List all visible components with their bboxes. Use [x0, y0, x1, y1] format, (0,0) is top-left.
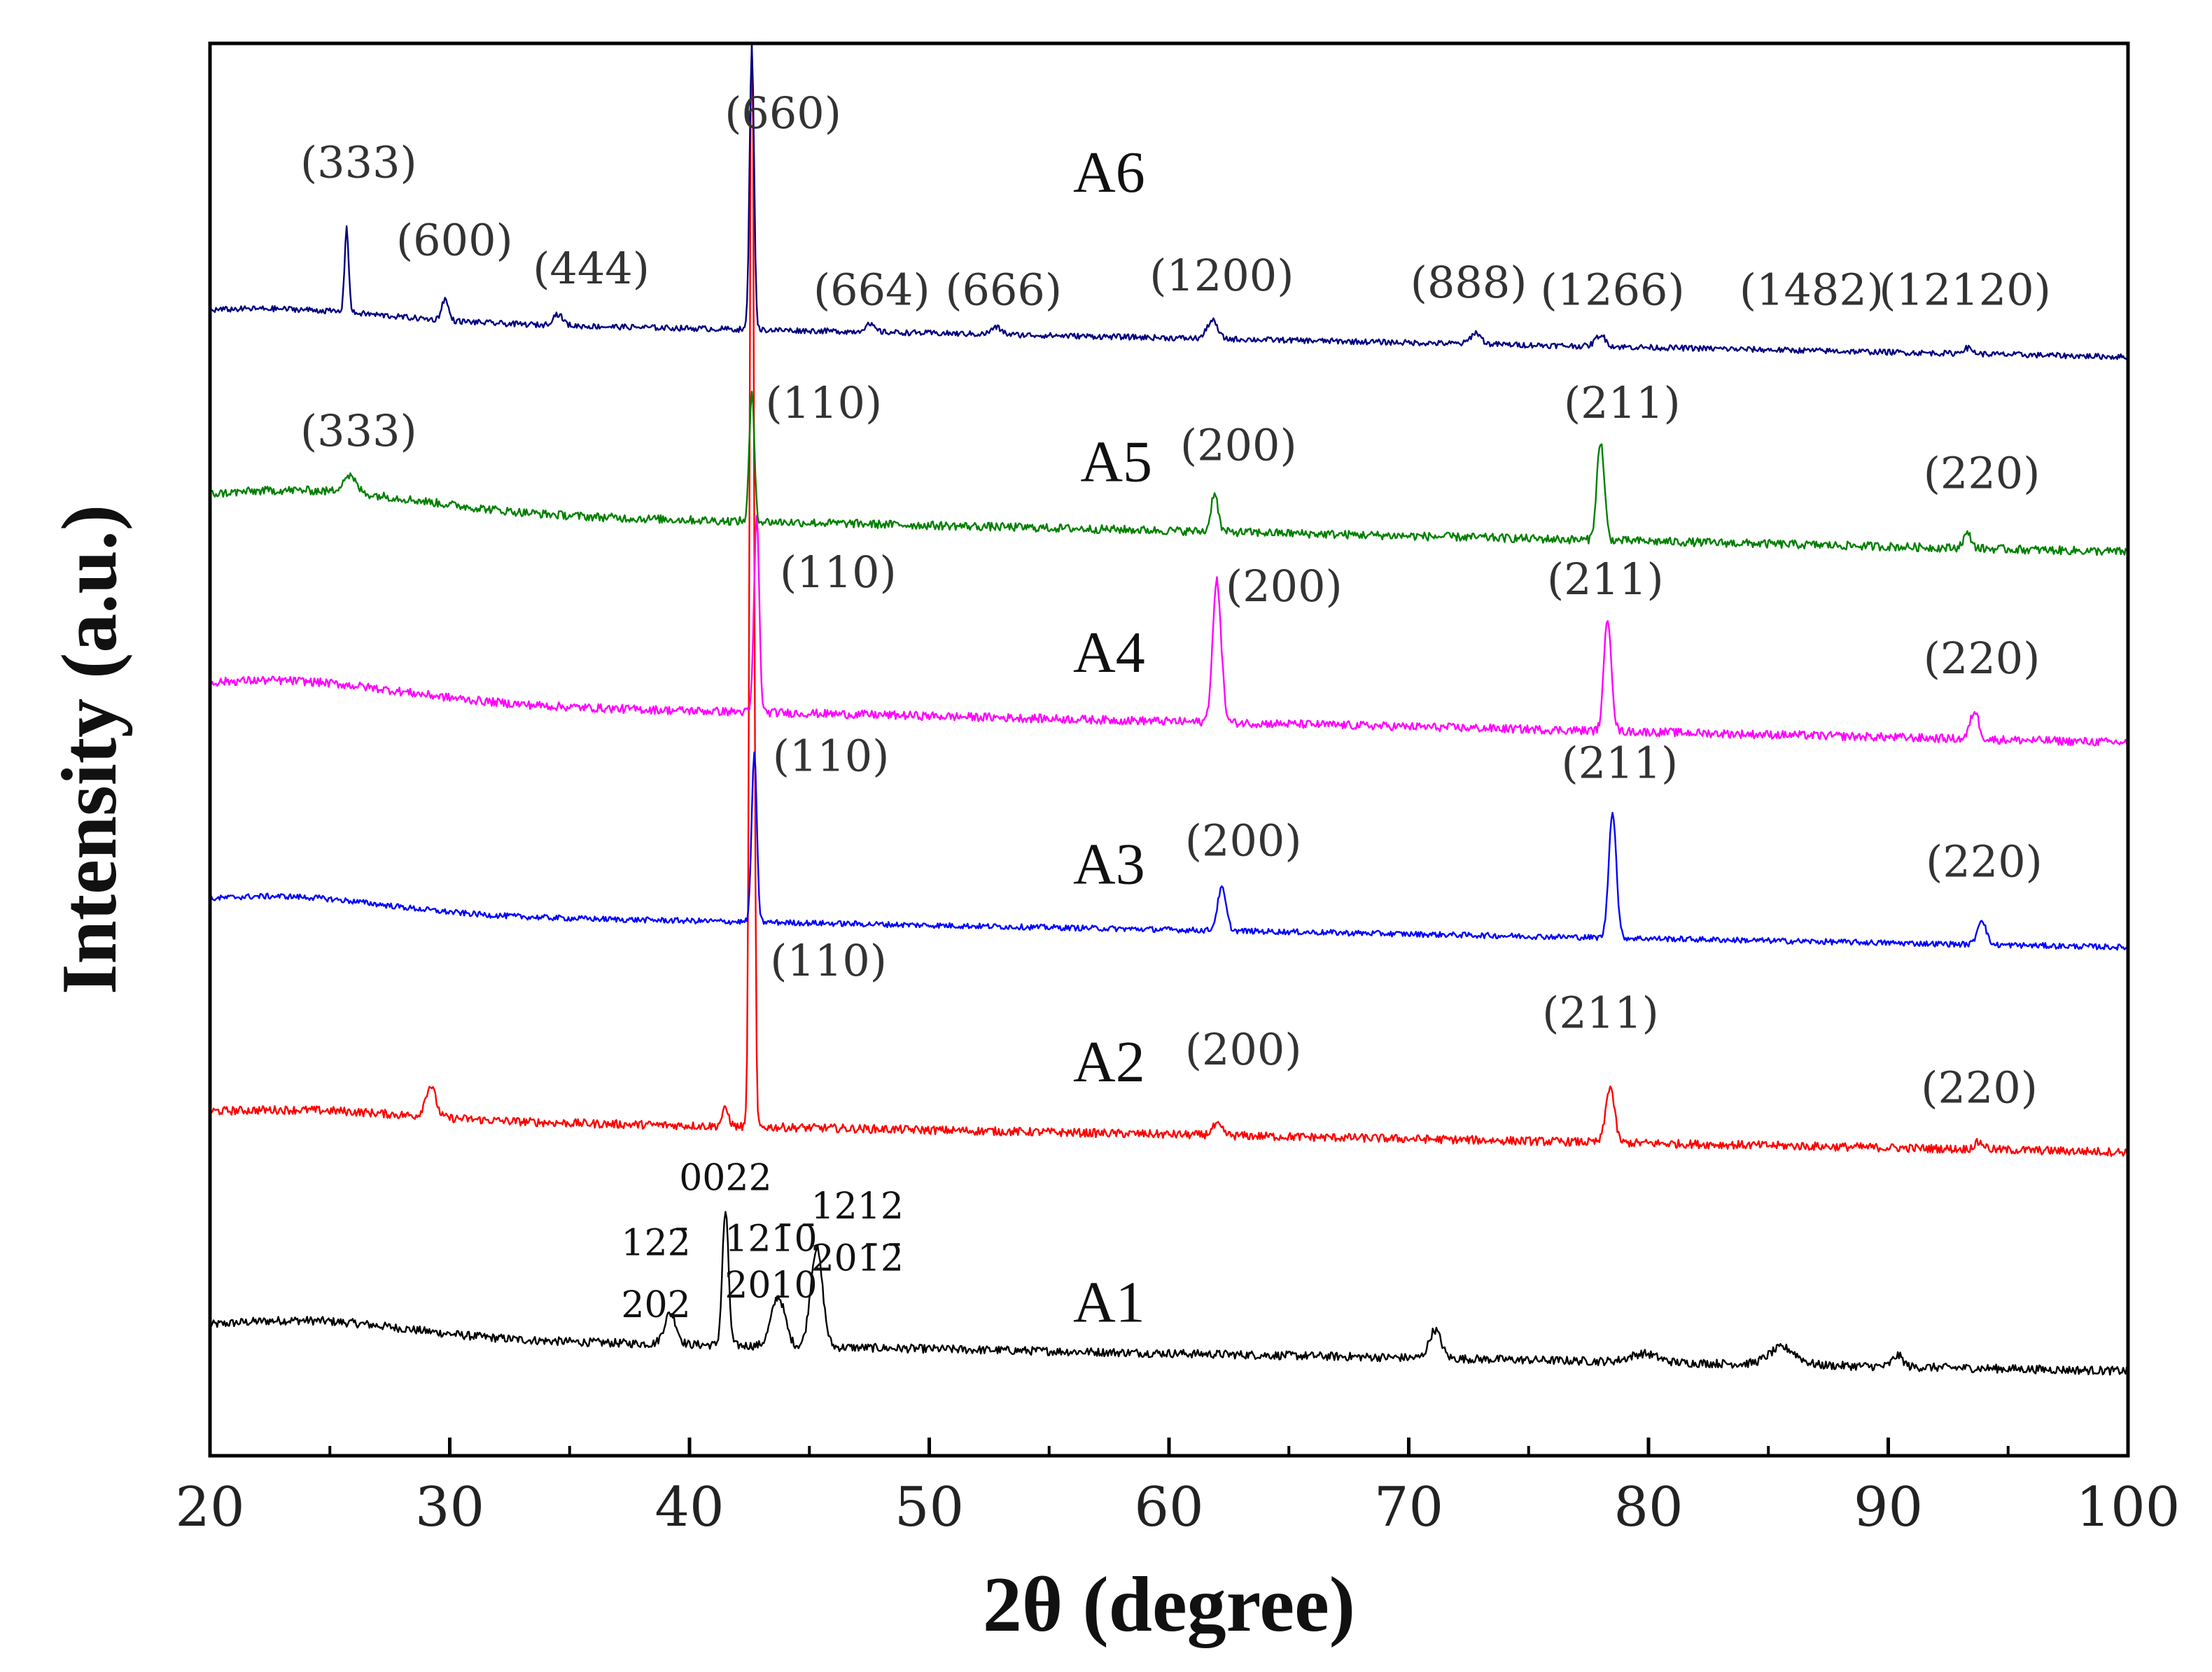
peak-label: (1200)	[1149, 250, 1294, 301]
x-tick-label: 90	[1854, 1476, 1923, 1539]
peak-label: (600)	[396, 215, 513, 266]
peak-label: (110)	[780, 547, 897, 598]
series-line-a1	[209, 1211, 2129, 1376]
series-label-a4: A4	[1073, 620, 1145, 685]
series-label-a6: A6	[1073, 140, 1145, 205]
peak-label: (220)	[1921, 1062, 2038, 1114]
peak-label: (110)	[765, 377, 882, 428]
x-tick-label: 40	[654, 1476, 724, 1539]
series-label-a2: A2	[1073, 1030, 1145, 1095]
peak-label: (666)	[945, 264, 1062, 315]
peak-label: (333)	[300, 405, 417, 456]
series-line-a6	[209, 43, 2129, 360]
peak-label: (211)	[1564, 377, 1681, 428]
peak-label: (200)	[1226, 561, 1343, 612]
x-tick-label: 60	[1134, 1476, 1203, 1539]
peak-label: (211)	[1562, 737, 1679, 788]
peak-label: (200)	[1185, 1024, 1302, 1075]
x-axis-title: 2θ (degree)	[983, 1561, 1355, 1648]
peak-label: (444)	[533, 243, 650, 294]
x-axis: 20 30 40 50 60 70 80 90 100	[175, 1438, 2180, 1539]
x-tick-label: 50	[895, 1476, 964, 1539]
series-line-a5	[209, 391, 2129, 556]
series-line-a4	[209, 514, 2129, 747]
peak-annotations: A1 0022 122̄ 202 121̄0̄ 2010 1212 201̄2̄ A2 (110)…	[300, 87, 2051, 1335]
peak-label: 1212	[811, 1186, 904, 1228]
peak-label: (664)	[813, 264, 930, 315]
peak-label: 2010	[724, 1265, 817, 1307]
peak-label: 122̄	[621, 1222, 690, 1264]
x-tick-label: 70	[1374, 1476, 1443, 1539]
peak-label: (211)	[1547, 554, 1664, 605]
series-line-a2	[209, 42, 2129, 1157]
y-axis-title: Intensity (a.u.)	[46, 505, 133, 995]
peak-label: (12120)	[1879, 264, 2051, 315]
peak-label: (200)	[1180, 419, 1297, 470]
peak-label: 0022	[679, 1158, 771, 1200]
series-label-a5: A5	[1080, 430, 1152, 495]
peak-label: (211)	[1542, 988, 1659, 1039]
x-tick-label: 100	[2076, 1476, 2180, 1539]
series-line-a3	[209, 751, 2129, 951]
peak-label: (200)	[1185, 815, 1302, 866]
peak-label: 201̄2̄	[811, 1238, 904, 1280]
peak-label: 121̄0̄	[724, 1218, 817, 1260]
peak-label: (660)	[724, 87, 841, 139]
peak-label: (220)	[1924, 448, 2040, 499]
series-label-a1: A1	[1073, 1270, 1145, 1335]
x-tick-label: 80	[1614, 1476, 1683, 1539]
peak-label: 202	[621, 1284, 690, 1326]
peak-label: (220)	[1924, 633, 2040, 684]
x-tick-label: 30	[415, 1476, 484, 1539]
series-label-a3: A3	[1073, 832, 1145, 897]
peak-label: (220)	[1926, 836, 2043, 887]
peak-label: (333)	[300, 137, 417, 188]
peak-label: (110)	[770, 935, 887, 986]
peak-label: (888)	[1410, 257, 1527, 308]
peak-label: (1266)	[1541, 264, 1685, 315]
x-tick-label: 20	[175, 1476, 244, 1539]
peak-label: (1482)	[1740, 264, 1884, 315]
peak-label: (110)	[773, 730, 890, 781]
series-traces	[209, 42, 2129, 1376]
